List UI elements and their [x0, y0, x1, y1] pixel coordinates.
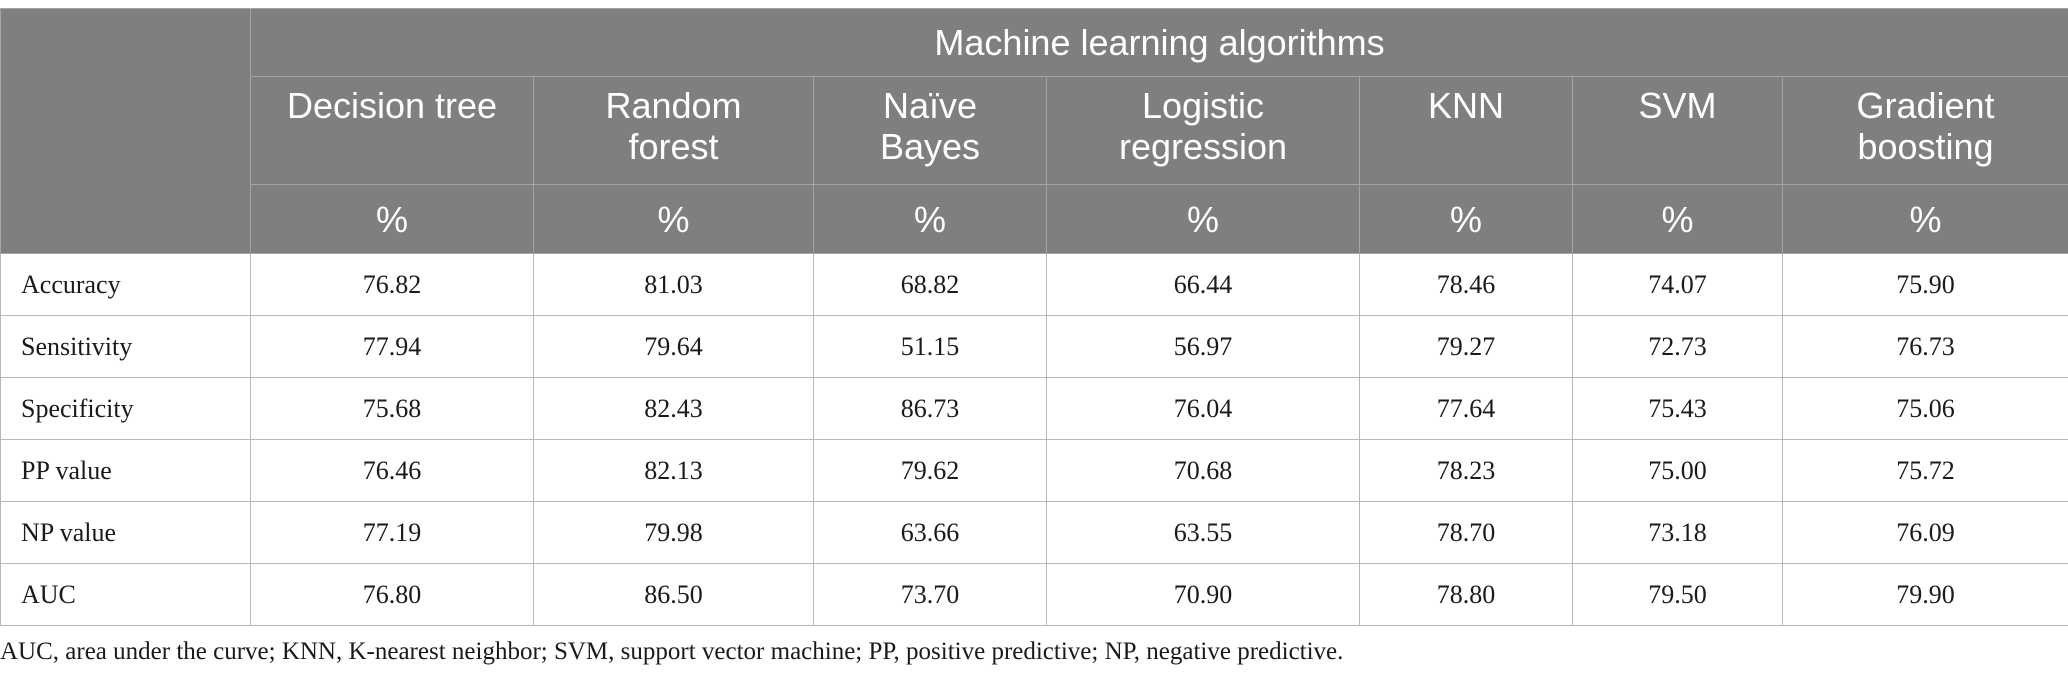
metric-label: NP value	[0, 501, 251, 564]
table-cell: 75.06	[1781, 377, 2068, 440]
table-body: Accuracy 76.82 81.03 68.82 66.44 78.46 74.07 75…	[0, 253, 2068, 626]
table-footnote: AUC, area under the curve; KNN, K-neares…	[0, 638, 1344, 665]
table-cell: 73.18	[1572, 501, 1783, 564]
unit-header-row: %%%%%%%	[1, 184, 2068, 254]
table-row: PP value 76.46 82.13 79.62 70.68 78.23 75.00 75…	[0, 439, 2068, 502]
table-cell: 81.03	[533, 253, 814, 316]
table-row: Sensitivity 77.94 79.64 51.15 56.97 79.27 72.7…	[0, 315, 2068, 378]
algorithm-name-line-1: Naïve	[882, 85, 978, 126]
unit-header: %	[1046, 184, 1360, 254]
unit-header: %	[1572, 184, 1783, 254]
algorithm-header: Gradient boosting	[1781, 76, 2068, 185]
table-cell: 79.62	[813, 439, 1047, 502]
algorithm-name-line-2: boosting	[1857, 126, 1994, 167]
table-cell: 51.15	[813, 315, 1047, 378]
algorithm-header: Decision tree	[250, 76, 534, 185]
algorithm-header: Random forest	[533, 76, 814, 185]
algorithm-name-line-1: KNN	[1427, 85, 1504, 126]
table-cell: 56.97	[1046, 315, 1360, 378]
unit-header: %	[533, 184, 814, 254]
algorithm-name-line-1: Logistic	[1141, 85, 1265, 126]
algorithm-name-line-2: Bayes	[879, 126, 981, 167]
table-cell: 70.68	[1046, 439, 1360, 502]
table-cell: 76.04	[1046, 377, 1360, 440]
table-cell: 77.94	[250, 315, 534, 378]
metric-label: AUC	[0, 563, 251, 626]
algorithm-name-line-2: forest	[628, 126, 719, 167]
table-cell: 75.72	[1781, 439, 2068, 502]
table-cell: 74.07	[1572, 253, 1783, 316]
unit-header: %	[250, 184, 534, 254]
algorithm-name-line-1: Gradient	[1856, 85, 1995, 126]
algorithm-header: Naïve Bayes	[813, 76, 1047, 185]
table-cell: 77.64	[1359, 377, 1573, 440]
metric-label: Specificity	[0, 377, 251, 440]
table-header: Machine learning algorithms Decision tre…	[0, 8, 2068, 254]
algorithm-name-line-1: Random	[605, 85, 742, 126]
unit-header: %	[1359, 184, 1573, 254]
table-cell: 76.46	[250, 439, 534, 502]
table-cell: 77.19	[250, 501, 534, 564]
table-cell: 76.73	[1781, 315, 2068, 378]
group-header-row: Machine learning algorithms	[0, 8, 2068, 254]
algorithm-name-line-1: SVM	[1638, 85, 1717, 126]
table-cell: 68.82	[813, 253, 1047, 316]
table-cell: 72.73	[1572, 315, 1783, 378]
table-row: Specificity 75.68 82.43 86.73 76.04 77.64 75.4…	[0, 377, 2068, 440]
unit-header: %	[1781, 184, 2068, 254]
stub-header	[0, 8, 251, 254]
table-cell: 76.82	[250, 253, 534, 316]
group-header-machine-learning: Machine learning algorithms	[249, 8, 2068, 77]
metric-label: PP value	[0, 439, 251, 502]
table-cell: 78.70	[1359, 501, 1573, 564]
metric-label: Sensitivity	[0, 315, 251, 378]
table-cell: 75.00	[1572, 439, 1783, 502]
metric-label: Accuracy	[0, 253, 251, 316]
table-row: Accuracy 76.82 81.03 68.82 66.44 78.46 74.07 75…	[0, 253, 2068, 316]
algorithm-header: SVM	[1572, 76, 1783, 185]
algorithm-header: KNN	[1359, 76, 1573, 185]
algorithm-header: Logistic regression	[1046, 76, 1360, 185]
table-cell: 75.68	[250, 377, 534, 440]
table-cell: 75.43	[1572, 377, 1783, 440]
table-cell: 70.90	[1046, 563, 1360, 626]
table-cell: 79.50	[1572, 563, 1783, 626]
table-cell: 86.73	[813, 377, 1047, 440]
results-table: Machine learning algorithms Decision tre…	[0, 8, 2068, 626]
table-cell: 63.55	[1046, 501, 1360, 564]
table-cell: 66.44	[1046, 253, 1360, 316]
table-cell: 78.80	[1359, 563, 1573, 626]
table-cell: 86.50	[533, 563, 814, 626]
table-cell: 78.46	[1359, 253, 1573, 316]
table-cell: 63.66	[813, 501, 1047, 564]
table-cell: 78.23	[1359, 439, 1573, 502]
table-cell: 79.98	[533, 501, 814, 564]
table-cell: 79.90	[1781, 563, 2068, 626]
table-cell: 75.90	[1781, 253, 2068, 316]
algorithm-name-line-1: Decision tree	[286, 85, 498, 126]
algorithm-header-row: Decision tree Random forest Naïve Bayes Logis…	[1, 76, 2068, 185]
table-cell: 79.64	[533, 315, 814, 378]
table-cell: 76.09	[1781, 501, 2068, 564]
table-cell: 82.43	[533, 377, 814, 440]
unit-header: %	[813, 184, 1047, 254]
table-row: NP value 77.19 79.98 63.66 63.55 78.70 73.18 76…	[0, 501, 2068, 564]
table-cell: 79.27	[1359, 315, 1573, 378]
table-cell: 82.13	[533, 439, 814, 502]
table-row: AUC 76.80 86.50 73.70 70.90 78.80 79.50 79.90	[0, 563, 2068, 626]
table-cell: 76.80	[250, 563, 534, 626]
table-cell: 73.70	[813, 563, 1047, 626]
algorithm-name-line-2: regression	[1118, 126, 1288, 167]
